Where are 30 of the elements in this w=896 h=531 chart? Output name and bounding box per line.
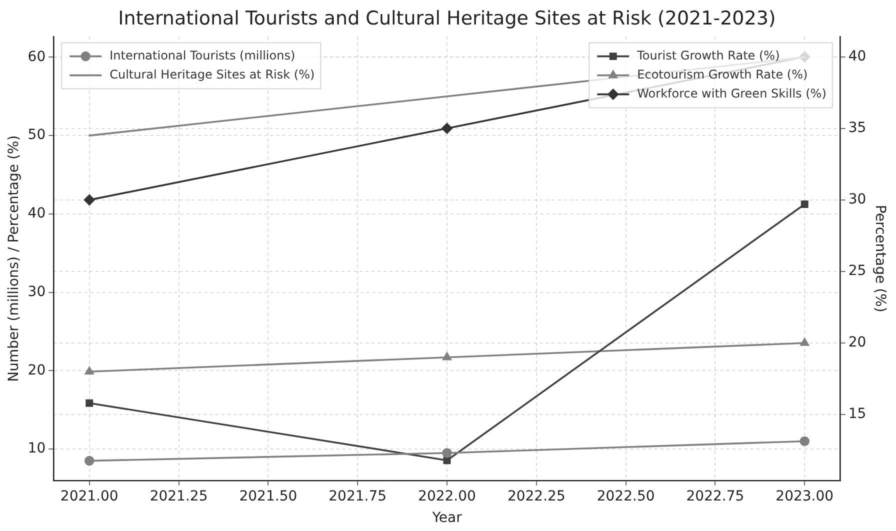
x-axis-title: Year bbox=[431, 510, 462, 526]
x-tick-label: 2021.50 bbox=[239, 488, 298, 504]
x-tick-label: 2023.00 bbox=[776, 488, 834, 504]
y2-tick-label: 35 bbox=[848, 120, 866, 136]
y2-tick-label: 30 bbox=[848, 192, 866, 208]
x-tick-label: 2021.00 bbox=[60, 488, 118, 504]
y2-tick-label: 25 bbox=[848, 263, 866, 280]
x-tick-label: 2021.75 bbox=[328, 488, 387, 504]
y-tick-label: 50 bbox=[28, 127, 46, 144]
y-tick-label: 60 bbox=[28, 48, 46, 65]
x-tick-label: 2022.00 bbox=[418, 488, 476, 504]
legend-label: Workforce with Green Skills (%) bbox=[637, 86, 826, 100]
x-tick-label: 2022.50 bbox=[596, 488, 655, 504]
x-tick-label: 2021.25 bbox=[150, 488, 208, 504]
legend-label: Tourist Growth Rate (%) bbox=[636, 48, 780, 62]
legend-label: Cultural Heritage Sites at Risk (%) bbox=[110, 67, 315, 82]
legend-label: Ecotourism Growth Rate (%) bbox=[637, 67, 808, 82]
y2-tick-label: 40 bbox=[848, 48, 866, 64]
chart-title: International Tourists and Cultural Heritage Sites at Risk (2021-2023) bbox=[118, 7, 776, 30]
y2-tick-label: 20 bbox=[848, 334, 866, 351]
x-tick-label: 2022.75 bbox=[686, 488, 744, 504]
y2-tick-label: 15 bbox=[848, 406, 866, 422]
y-tick-label: 10 bbox=[28, 440, 46, 457]
y-tick-label: 30 bbox=[28, 284, 46, 300]
y-axis-title: Number (millions) / Percentage (%) bbox=[6, 135, 22, 382]
y-tick-label: 20 bbox=[28, 362, 46, 378]
x-tick-label: 2022.25 bbox=[507, 488, 566, 504]
y2-axis-title: Percentage (%) bbox=[872, 204, 888, 312]
y-tick-label: 40 bbox=[28, 206, 46, 222]
legend-label: International Tourists (millions) bbox=[110, 48, 296, 62]
